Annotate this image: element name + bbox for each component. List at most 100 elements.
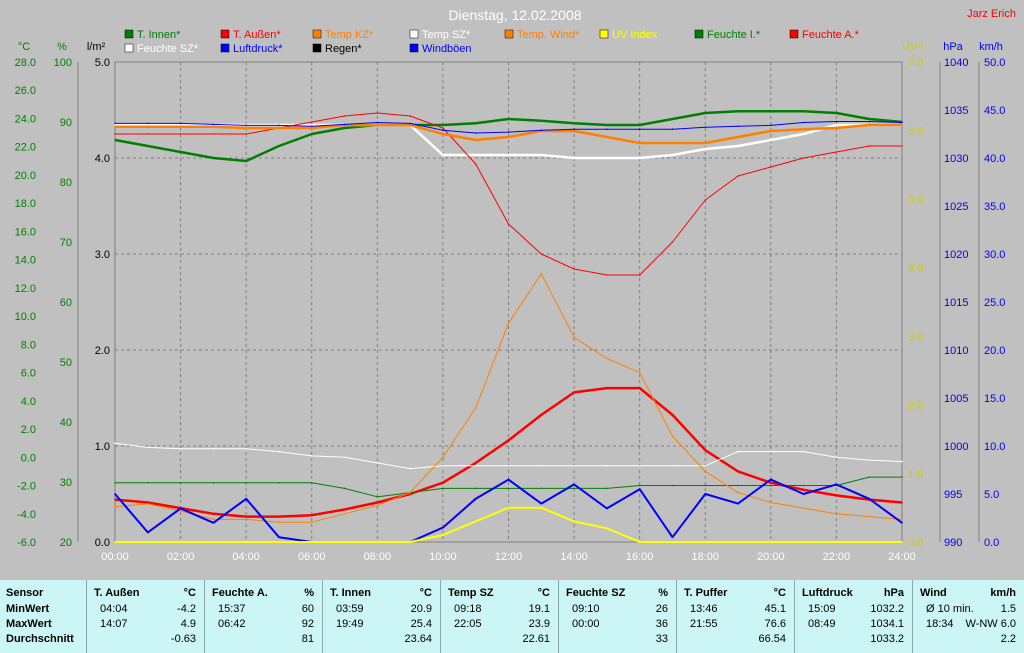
stats-column-name: T. Außen <box>94 587 140 599</box>
stats-avg-value: 66.54 <box>758 633 786 645</box>
data-point <box>737 125 739 128</box>
temp-tick-label: 4.0 <box>21 396 36 408</box>
data-point <box>770 139 772 141</box>
data-point <box>704 541 707 543</box>
chart-title: Dienstag, 12.02.2008 <box>448 7 581 23</box>
data-point <box>114 133 116 135</box>
legend-entry: Regen* <box>325 43 362 55</box>
data-point <box>376 124 379 126</box>
stats-column-name: T. Puffer <box>684 587 728 599</box>
data-point <box>442 526 444 529</box>
stats-max-value: 23.9 <box>528 618 550 630</box>
data-point <box>310 125 313 128</box>
uv-tick-label: 7.0 <box>908 57 923 69</box>
data-point <box>245 133 247 135</box>
time-tick-label: 14:00 <box>560 551 588 563</box>
data-point <box>409 124 411 126</box>
data-point <box>179 481 182 484</box>
data-point <box>737 491 739 494</box>
data-point <box>245 124 247 127</box>
data-point <box>770 110 772 112</box>
data-point <box>835 151 838 153</box>
data-point <box>409 541 411 543</box>
data-point <box>770 130 772 132</box>
data-point <box>671 154 674 156</box>
data-point <box>179 126 182 128</box>
data-point <box>474 462 477 464</box>
data-point <box>770 541 772 543</box>
hum-tick-label: 20 <box>60 537 72 549</box>
uv-tick-label: 5.0 <box>908 194 923 206</box>
rain-tick-label: 3.0 <box>95 249 110 261</box>
data-point <box>278 515 280 518</box>
temp-tick-label: -4.0 <box>17 509 36 521</box>
wind-tick-label: 40.0 <box>984 153 1005 165</box>
data-point <box>671 541 674 543</box>
temp-tick-label: -2.0 <box>17 481 36 493</box>
data-point <box>835 456 838 459</box>
stats-column-divider <box>558 580 559 653</box>
legend-swatch <box>599 29 609 39</box>
rain-tick-label: 0.0 <box>95 537 110 549</box>
data-point <box>573 464 575 467</box>
data-point <box>310 121 313 123</box>
temp-tick-label: -6.0 <box>17 537 36 549</box>
data-point <box>409 491 411 494</box>
data-point <box>507 154 510 156</box>
data-point <box>245 498 247 500</box>
data-point <box>901 541 903 543</box>
data-point <box>802 488 805 491</box>
stats-column-divider <box>794 580 795 653</box>
legend-swatch <box>124 43 134 53</box>
stats-column-name: Luftdruck <box>802 587 853 599</box>
data-point <box>606 357 608 360</box>
time-tick-label: 16:00 <box>626 551 654 563</box>
data-point <box>212 522 215 524</box>
time-tick-label: 06:00 <box>298 551 326 563</box>
data-point <box>343 512 346 515</box>
rain-tick-label: 2.0 <box>95 345 110 357</box>
data-point <box>802 110 805 112</box>
press-tick-label: 1040 <box>944 57 968 69</box>
data-point <box>540 129 543 131</box>
data-point <box>409 122 411 125</box>
legend-swatch <box>220 29 230 39</box>
press-tick-label: 1030 <box>944 153 968 165</box>
stats-column-unit: % <box>658 587 668 599</box>
data-point <box>179 124 182 126</box>
data-point <box>868 498 871 500</box>
data-point <box>245 518 247 521</box>
wind-tick-label: 25.0 <box>984 297 1005 309</box>
press-tick-label: 1025 <box>944 201 968 213</box>
data-point <box>507 487 510 490</box>
data-point <box>376 462 379 464</box>
data-point <box>212 512 215 515</box>
data-point <box>737 450 739 453</box>
data-point <box>114 124 116 126</box>
data-point <box>638 387 641 389</box>
legend-entry: Temp KZ* <box>325 29 374 41</box>
stats-column-unit: °C <box>183 587 196 599</box>
wind-tick-label: 35.0 <box>984 201 1005 213</box>
legend-swatch <box>312 43 322 53</box>
wind-tick-label: 10.0 <box>984 441 1005 453</box>
data-point <box>179 510 182 512</box>
wind-tick-label: 0.0 <box>984 537 999 549</box>
data-point <box>835 494 838 497</box>
temp-tick-label: 28.0 <box>15 57 36 69</box>
data-point <box>737 145 739 147</box>
axes: °C 28.0 26.0 24.0 22.0 20.0 18.0 16.0 14.0 12.0 10… <box>15 41 1006 563</box>
wind-tick-label: 15.0 <box>984 393 1005 405</box>
data-point <box>212 126 215 128</box>
stats-max-value: 92 <box>301 618 314 630</box>
data-point <box>507 464 510 467</box>
data-point <box>802 541 805 543</box>
legend-swatch <box>409 29 419 39</box>
statistics-table: Sensor MinWert MaxWert Durchschnitt T. Außen… <box>0 580 1024 653</box>
data-point <box>638 128 641 130</box>
data-point <box>606 487 608 490</box>
time-tick-label: 04:00 <box>232 551 260 563</box>
stats-max-value: 25.4 <box>410 618 432 630</box>
legend-entry: Feuchte I.* <box>707 29 761 41</box>
data-point <box>474 464 477 467</box>
